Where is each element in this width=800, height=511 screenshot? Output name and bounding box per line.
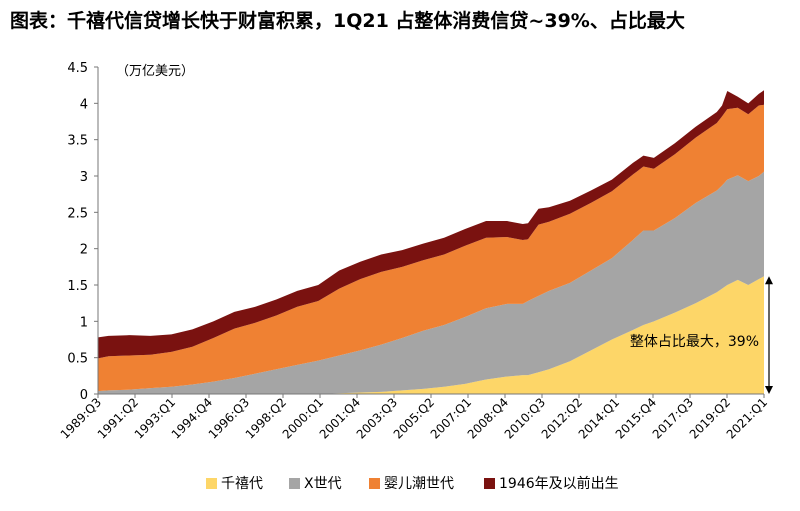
legend-label: 婴儿潮世代	[384, 476, 454, 492]
y-tick-label: 3	[80, 170, 88, 185]
annotation: 整体占比最大，39%	[630, 276, 773, 394]
y-tick-label: 0.5	[67, 352, 88, 367]
y-tick-label: 2	[80, 243, 88, 258]
legend-swatch	[484, 478, 495, 489]
chart-title: 图表：千禧代信贷增长快于财富积累，1Q21 占整体消费信贷~39%、占比最大	[10, 10, 685, 32]
y-tick-label: 4.5	[67, 61, 88, 76]
legend-swatch	[369, 478, 380, 489]
y-tick-label: 1	[80, 315, 88, 330]
y-tick-label: 2.5	[67, 206, 88, 221]
y-tick-label: 3.5	[67, 134, 88, 149]
unit-label: （万亿美元）	[116, 64, 194, 79]
legend-label: 千禧代	[221, 476, 263, 492]
area-series-0	[98, 276, 764, 394]
annotation-arrowhead-down	[765, 386, 773, 394]
y-tick-label: 1.5	[67, 279, 88, 294]
legend-label: X世代	[304, 476, 342, 492]
y-tick-label: 0	[80, 388, 88, 403]
area-series-1	[98, 171, 764, 394]
area-series-2	[98, 104, 764, 392]
annotation-arrowhead-up	[765, 276, 773, 285]
y-axis: 0 0.5 1 1.5 2 2.5 3 3.5 4 4.5	[67, 61, 99, 403]
legend-label: 1946年及以前出生	[499, 475, 619, 492]
x-axis: 1989:Q31991:Q21993:Q11994:Q41996:Q31998:…	[58, 393, 770, 442]
legend-swatch	[206, 478, 217, 489]
annotation-text: 整体占比最大，39%	[630, 334, 759, 350]
x-tick-label: 2021:Q1	[724, 395, 770, 441]
area-layers	[98, 90, 764, 394]
legend: 千禧代 X世代 婴儿潮世代 1946年及以前出生	[206, 475, 619, 492]
y-tick-label: 4	[80, 97, 88, 112]
legend-swatch	[289, 478, 300, 489]
